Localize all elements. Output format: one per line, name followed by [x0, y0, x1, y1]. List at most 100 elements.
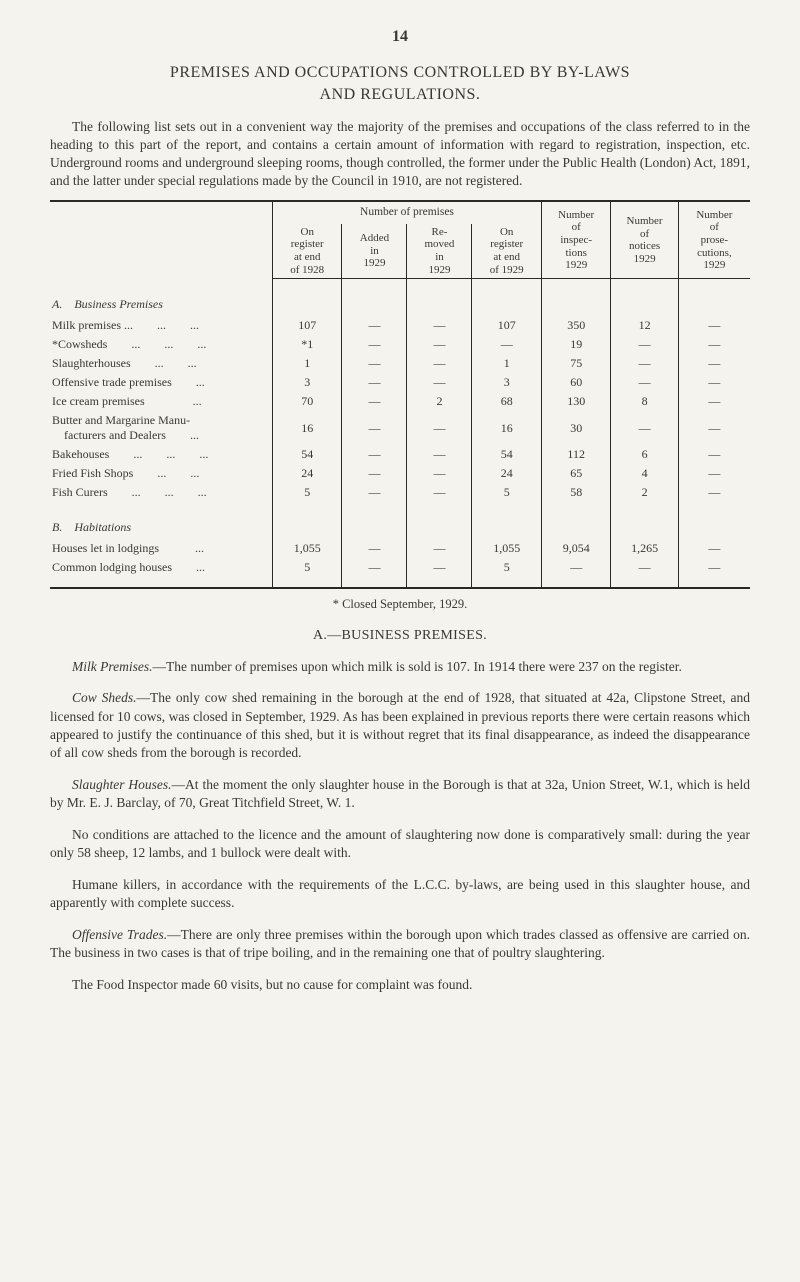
cell: — — [611, 558, 678, 577]
cell: — — [678, 335, 750, 354]
row-stub: Butter and Margarine Manu- facturers and… — [50, 411, 272, 445]
cell: — — [541, 558, 610, 577]
paragraph-lead: Slaughter Houses. — [72, 777, 172, 792]
cell: 1 — [272, 354, 341, 373]
cell: — — [678, 445, 750, 464]
cell: 16 — [472, 411, 541, 445]
cell: 58 — [541, 483, 610, 502]
cell: — — [611, 373, 678, 392]
cell: — — [407, 558, 472, 577]
th-inspections: Number of inspec- tions 1929 — [541, 202, 610, 278]
cell: 30 — [541, 411, 610, 445]
cell: *1 — [272, 335, 341, 354]
cell: — — [611, 354, 678, 373]
paragraph-text: No conditions are attached to the licenc… — [50, 827, 750, 860]
cell: — — [678, 392, 750, 411]
cell: 3 — [272, 373, 341, 392]
table-row: Offensive trade premises ...3——360—— — [50, 373, 750, 392]
row-stub: Fish Curers ... ... ... — [50, 483, 272, 502]
cell: — — [678, 354, 750, 373]
cell: 8 — [611, 392, 678, 411]
body-paragraph: Humane killers, in accordance with the r… — [50, 876, 750, 912]
cell: 107 — [472, 316, 541, 335]
paragraph-text: —The only cow shed remaining in the boro… — [50, 690, 750, 760]
table-row: Bakehouses ... ... ...54——541126— — [50, 445, 750, 464]
paragraph-text: —The number of premises upon which milk … — [152, 659, 681, 674]
table-row: Butter and Margarine Manu- facturers and… — [50, 411, 750, 445]
table-row: Fish Curers ... ... ...5——5582— — [50, 483, 750, 502]
cell: 16 — [272, 411, 341, 445]
paragraph-text: Humane killers, in accordance with the r… — [50, 877, 750, 910]
row-stub: Milk premises ... ... ... — [50, 316, 272, 335]
row-stub: Bakehouses ... ... ... — [50, 445, 272, 464]
cell: — — [342, 316, 407, 335]
table-row: Ice cream premises ...70—2681308— — [50, 392, 750, 411]
cell: — — [342, 392, 407, 411]
cell: — — [342, 354, 407, 373]
th-added-1929: Added in 1929 — [342, 224, 407, 279]
page: 14 PREMISES AND OCCUPATIONS CONTROLLED B… — [0, 0, 800, 1282]
cell: 24 — [272, 464, 341, 483]
th-on-register-1928: On register at end of 1928 — [272, 224, 341, 279]
th-prosecutions: Number of prose- cutions, 1929 — [678, 202, 750, 278]
cell: 1,055 — [472, 539, 541, 558]
table-row: Slaughterhouses ... ...1——175—— — [50, 354, 750, 373]
cell: 112 — [541, 445, 610, 464]
page-number: 14 — [50, 28, 750, 46]
cell: 3 — [472, 373, 541, 392]
title-line-2: AND REGULATIONS. — [50, 86, 750, 104]
cell: 2 — [611, 483, 678, 502]
cell: 75 — [541, 354, 610, 373]
cell: — — [407, 316, 472, 335]
cell: 54 — [272, 445, 341, 464]
cell: — — [342, 445, 407, 464]
table-row: Milk premises ... ... ...107——10735012— — [50, 316, 750, 335]
paragraph-lead: Offensive Trades. — [72, 927, 167, 942]
cell: 6 — [611, 445, 678, 464]
table-row: *Cowsheds ... ... ...*1———19—— — [50, 335, 750, 354]
cell: — — [678, 316, 750, 335]
cell: 19 — [541, 335, 610, 354]
table-row: Houses let in lodgings ...1,055——1,0559,… — [50, 539, 750, 558]
cell: — — [407, 539, 472, 558]
row-stub: Ice cream premises ... — [50, 392, 272, 411]
cell: 1 — [472, 354, 541, 373]
th-stub — [50, 202, 272, 278]
body-paragraph: Milk Premises.—The number of premises up… — [50, 658, 750, 676]
table: Number of premises Number of inspec- tio… — [50, 202, 750, 587]
cell: — — [611, 411, 678, 445]
intro-paragraph: The following list sets out in a conveni… — [50, 118, 750, 191]
cell: 1,265 — [611, 539, 678, 558]
premises-table: Number of premises Number of inspec- tio… — [50, 200, 750, 589]
cell: — — [407, 445, 472, 464]
cell: — — [342, 373, 407, 392]
cell: — — [342, 539, 407, 558]
body-paragraph: Slaughter Houses.—At the moment the only… — [50, 776, 750, 812]
cell: 9,054 — [541, 539, 610, 558]
cell: 65 — [541, 464, 610, 483]
row-stub: Houses let in lodgings ... — [50, 539, 272, 558]
cell: — — [407, 483, 472, 502]
title-line-1: PREMISES AND OCCUPATIONS CONTROLLED BY B… — [50, 64, 750, 82]
cell: — — [342, 483, 407, 502]
row-stub: Offensive trade premises ... — [50, 373, 272, 392]
table-row: Common lodging houses ...5——5——— — [50, 558, 750, 577]
cell: — — [678, 483, 750, 502]
table-body: A. Business PremisesMilk premises ... ..… — [50, 279, 750, 588]
table-row: Fried Fish Shops ... ...24——24654— — [50, 464, 750, 483]
cell: 5 — [472, 483, 541, 502]
section-a-heading: A.—BUSINESS PREMISES. — [50, 628, 750, 644]
th-notices: Number of notices 1929 — [611, 202, 678, 278]
section-label: A. Business Premises — [50, 289, 272, 316]
cell: — — [342, 464, 407, 483]
cell: — — [342, 558, 407, 577]
paragraph-lead: Cow Sheds. — [72, 690, 137, 705]
row-stub: Fried Fish Shops ... ... — [50, 464, 272, 483]
cell: — — [678, 539, 750, 558]
row-stub: Common lodging houses ... — [50, 558, 272, 577]
body-paragraph: The Food Inspector made 60 visits, but n… — [50, 976, 750, 994]
row-stub: Slaughterhouses ... ... — [50, 354, 272, 373]
th-on-register-1929: On register at end of 1929 — [472, 224, 541, 279]
cell: 68 — [472, 392, 541, 411]
cell: — — [407, 464, 472, 483]
